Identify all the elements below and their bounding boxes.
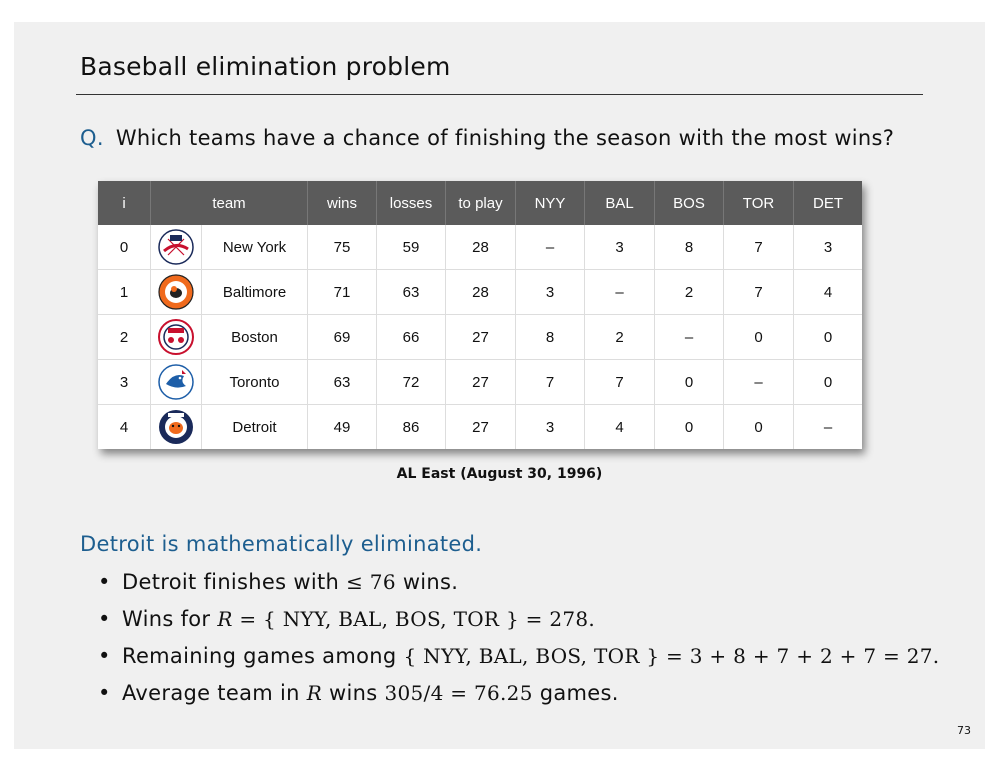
header-det: DET [793, 181, 862, 225]
conclusion-heading: Detroit is mathematically eliminated. [80, 532, 483, 556]
cell-vs-bos: 0 [654, 404, 724, 449]
header-bos: BOS [654, 181, 724, 225]
cell-i: 1 [98, 269, 151, 315]
cell-vs-tor: 7 [723, 225, 794, 270]
cell-vs-bos: – [654, 314, 724, 360]
header-bal: BAL [584, 181, 655, 225]
cell-wins: 63 [307, 359, 377, 405]
cell-vs-bos: 8 [654, 225, 724, 270]
cell-to-play: 27 [445, 404, 516, 449]
cell-losses: 59 [376, 225, 446, 270]
bullet-icon: • [98, 644, 111, 668]
cell-vs-nyy: – [515, 225, 585, 270]
cell-vs-det: 3 [793, 225, 862, 270]
table-caption: AL East (August 30, 1996) [396, 466, 603, 482]
cell-to-play: 28 [445, 269, 516, 315]
header-team: team [150, 181, 308, 225]
cell-losses: 66 [376, 314, 446, 360]
cell-vs-det: 0 [793, 359, 862, 405]
list-item: • Remaining games among { NYY, BAL, BOS, … [98, 644, 940, 668]
page-number: 73 [957, 724, 971, 737]
header-to-play: to play [445, 181, 516, 225]
question: Q. Which teams have a chance of finishing… [80, 126, 894, 150]
cell-vs-tor: 7 [723, 269, 794, 315]
cell-team: Toronto [201, 359, 308, 405]
cell-vs-bos: 0 [654, 359, 724, 405]
red-sox-logo-icon [158, 319, 194, 355]
table-row: 4 Detroit 49 86 27 [98, 404, 862, 449]
blue-jays-logo-icon [158, 364, 194, 400]
bullet-icon: • [98, 681, 111, 705]
header-nyy: NYY [515, 181, 585, 225]
cell-vs-bal: 2 [584, 314, 655, 360]
cell-vs-nyy: 3 [515, 404, 585, 449]
cell-wins: 75 [307, 225, 377, 270]
cell-losses: 72 [376, 359, 446, 405]
cell-vs-det: 0 [793, 314, 862, 360]
cell-vs-nyy: 8 [515, 314, 585, 360]
cell-team: New York [201, 225, 308, 270]
list-item: • Detroit finishes with ≤ 76 wins. [98, 570, 459, 594]
bullet-icon: • [98, 570, 111, 594]
header-wins: wins [307, 181, 377, 225]
cell-to-play: 27 [445, 314, 516, 360]
bullet-list: • Detroit finishes with ≤ 76 wins. • Wins … [98, 568, 939, 716]
cell-to-play: 28 [445, 225, 516, 270]
tigers-logo-icon [159, 410, 193, 444]
cell-i: 3 [98, 359, 151, 405]
cell-vs-det: 4 [793, 269, 862, 315]
cell-vs-bal: – [584, 269, 655, 315]
question-text: Which teams have a chance of finishing t… [115, 126, 895, 150]
cell-vs-nyy: 7 [515, 359, 585, 405]
header-tor: TOR [723, 181, 794, 225]
cell-to-play: 27 [445, 359, 516, 405]
table-row: 0 New York 75 59 28 – 3 [98, 225, 862, 270]
cell-i: 0 [98, 225, 151, 270]
cell-vs-tor: 0 [723, 314, 794, 360]
title-divider [76, 94, 923, 95]
bullet-icon: • [98, 607, 111, 631]
standings-table: i team wins losses to play NYY BAL BOS T… [98, 181, 862, 449]
cell-vs-bal: 4 [584, 404, 655, 449]
header-i: i [98, 181, 151, 225]
table-row: 1 Baltimore 71 63 28 3 – [98, 269, 862, 315]
table-row: 2 Boston 69 66 27 8 [98, 314, 862, 360]
cell-vs-bos: 2 [654, 269, 724, 315]
list-item: • Average team in R wins 305/4 = 76.25 ga… [98, 681, 619, 705]
slide-title: Baseball elimination problem [80, 52, 451, 81]
cell-team: Detroit [201, 404, 308, 449]
table-row: 3 Toronto 63 72 27 7 7 [98, 359, 862, 405]
list-item: • Wins for R = { NYY, BAL, BOS, TOR } = 2… [98, 607, 596, 631]
cell-losses: 86 [376, 404, 446, 449]
cell-vs-tor: 0 [723, 404, 794, 449]
cell-vs-bal: 7 [584, 359, 655, 405]
header-losses: losses [376, 181, 446, 225]
cell-losses: 63 [376, 269, 446, 315]
cell-i: 2 [98, 314, 151, 360]
cell-vs-nyy: 3 [515, 269, 585, 315]
cell-vs-det: – [823, 418, 833, 436]
yankees-logo-icon [158, 229, 194, 265]
orioles-logo-icon [158, 274, 194, 310]
table-header-row: i team wins losses to play NYY BAL BOS T… [98, 181, 862, 225]
cell-i: 4 [98, 404, 151, 449]
cell-wins: 69 [307, 314, 377, 360]
slide: Baseball elimination problem Q. Which tea… [14, 22, 985, 749]
question-prefix: Q. [80, 126, 104, 150]
cell-vs-tor: – [723, 359, 794, 405]
cell-team: Baltimore [201, 269, 308, 315]
cell-team: Boston [201, 314, 308, 360]
cell-wins: 49 [307, 404, 377, 449]
cell-vs-bal: 3 [584, 225, 655, 270]
cell-wins: 71 [307, 269, 377, 315]
